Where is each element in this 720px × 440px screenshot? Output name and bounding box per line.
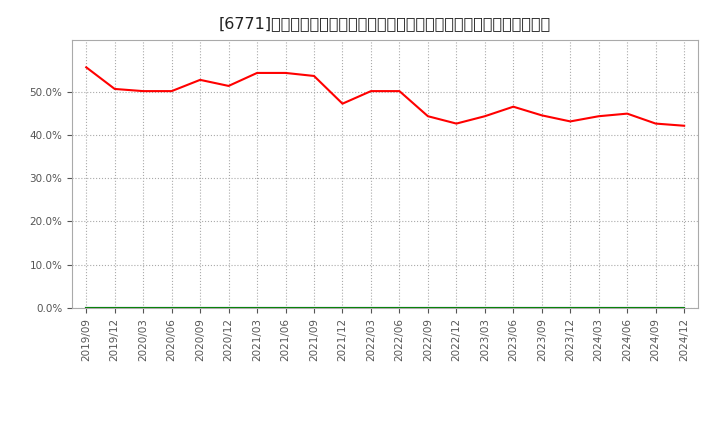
繰延税金資産 [82, 305, 91, 311]
繰延税金資産 [680, 305, 688, 311]
のれん [480, 305, 489, 311]
のれん [595, 305, 603, 311]
自己資本 [167, 88, 176, 94]
繰延税金資産 [595, 305, 603, 311]
のれん [509, 305, 518, 311]
のれん [167, 305, 176, 311]
のれん [652, 305, 660, 311]
のれん [623, 305, 631, 311]
のれん [196, 305, 204, 311]
繰延税金資産 [167, 305, 176, 311]
自己資本 [253, 70, 261, 76]
のれん [366, 305, 375, 311]
のれん [110, 305, 119, 311]
自己資本 [196, 77, 204, 82]
自己資本 [395, 88, 404, 94]
のれん [338, 305, 347, 311]
繰延税金資産 [366, 305, 375, 311]
のれん [225, 305, 233, 311]
繰延税金資産 [566, 305, 575, 311]
のれん [537, 305, 546, 311]
Title: [6771]　自己資本、のれん、繰延税金資産の総資産に対する比率の推移: [6771] 自己資本、のれん、繰延税金資産の総資産に対する比率の推移 [219, 16, 552, 32]
自己資本 [225, 83, 233, 88]
自己資本 [82, 65, 91, 70]
繰延税金資産 [110, 305, 119, 311]
自己資本 [139, 88, 148, 94]
自己資本 [282, 70, 290, 76]
のれん [452, 305, 461, 311]
自己資本 [452, 121, 461, 126]
繰延税金資産 [253, 305, 261, 311]
自己資本 [110, 86, 119, 92]
のれん [566, 305, 575, 311]
Line: 自己資本: 自己資本 [86, 67, 684, 126]
のれん [423, 305, 432, 311]
自己資本 [480, 114, 489, 119]
自己資本 [338, 101, 347, 106]
自己資本 [652, 121, 660, 126]
繰延税金資産 [452, 305, 461, 311]
自己資本 [366, 88, 375, 94]
自己資本 [566, 119, 575, 124]
自己資本 [509, 104, 518, 109]
繰延税金資産 [310, 305, 318, 311]
のれん [253, 305, 261, 311]
繰延税金資産 [225, 305, 233, 311]
繰延税金資産 [480, 305, 489, 311]
繰延税金資産 [509, 305, 518, 311]
繰延税金資産 [423, 305, 432, 311]
繰延税金資産 [282, 305, 290, 311]
繰延税金資産 [196, 305, 204, 311]
繰延税金資産 [537, 305, 546, 311]
自己資本 [595, 114, 603, 119]
繰延税金資産 [623, 305, 631, 311]
のれん [282, 305, 290, 311]
のれん [139, 305, 148, 311]
自己資本 [623, 111, 631, 116]
のれん [82, 305, 91, 311]
自己資本 [423, 114, 432, 119]
繰延税金資産 [139, 305, 148, 311]
繰延税金資産 [338, 305, 347, 311]
自己資本 [537, 113, 546, 118]
のれん [680, 305, 688, 311]
繰延税金資産 [395, 305, 404, 311]
のれん [395, 305, 404, 311]
繰延税金資産 [652, 305, 660, 311]
自己資本 [680, 123, 688, 128]
自己資本 [310, 73, 318, 79]
のれん [310, 305, 318, 311]
